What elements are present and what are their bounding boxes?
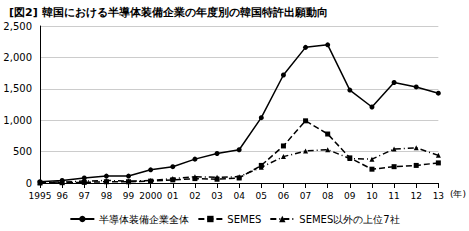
svg-text:500: 500 <box>13 146 32 157</box>
svg-text:2,000: 2,000 <box>3 52 32 63</box>
svg-text:04: 04 <box>233 191 245 201</box>
svg-text:96: 96 <box>56 191 68 201</box>
svg-text:11: 11 <box>388 191 399 201</box>
svg-text:(年): (年) <box>450 189 466 199</box>
svg-text:SEMES: SEMES <box>227 214 261 225</box>
svg-text:02: 02 <box>189 191 200 201</box>
svg-text:01: 01 <box>167 191 178 201</box>
svg-text:03: 03 <box>211 191 222 201</box>
svg-text:1995: 1995 <box>29 191 52 201</box>
svg-text:97: 97 <box>79 191 90 201</box>
svg-text:12: 12 <box>410 191 421 201</box>
svg-text:99: 99 <box>123 191 135 201</box>
svg-text:1,000: 1,000 <box>3 115 32 126</box>
svg-text:98: 98 <box>101 191 113 201</box>
svg-text:10: 10 <box>366 191 378 201</box>
svg-text:05: 05 <box>256 191 267 201</box>
svg-text:1,500: 1,500 <box>3 83 32 94</box>
svg-text:06: 06 <box>278 191 290 201</box>
svg-text:半導体装備企業全体: 半導体装備企業全体 <box>99 214 189 225</box>
svg-text:09: 09 <box>344 191 356 201</box>
svg-text:08: 08 <box>322 191 334 201</box>
svg-text:0: 0 <box>26 178 32 189</box>
svg-text:2000: 2000 <box>139 191 162 201</box>
svg-text:07: 07 <box>300 191 311 201</box>
svg-text:SEMES以外の上位7社: SEMES以外の上位7社 <box>299 214 399 225</box>
svg-text:13: 13 <box>433 191 444 201</box>
svg-text:2,500: 2,500 <box>3 21 32 32</box>
svg-text:[図2] 韓国における半導体装備企業の年度別の韓国特許出願動: [図2] 韓国における半導体装備企業の年度別の韓国特許出願動向 <box>9 6 328 19</box>
